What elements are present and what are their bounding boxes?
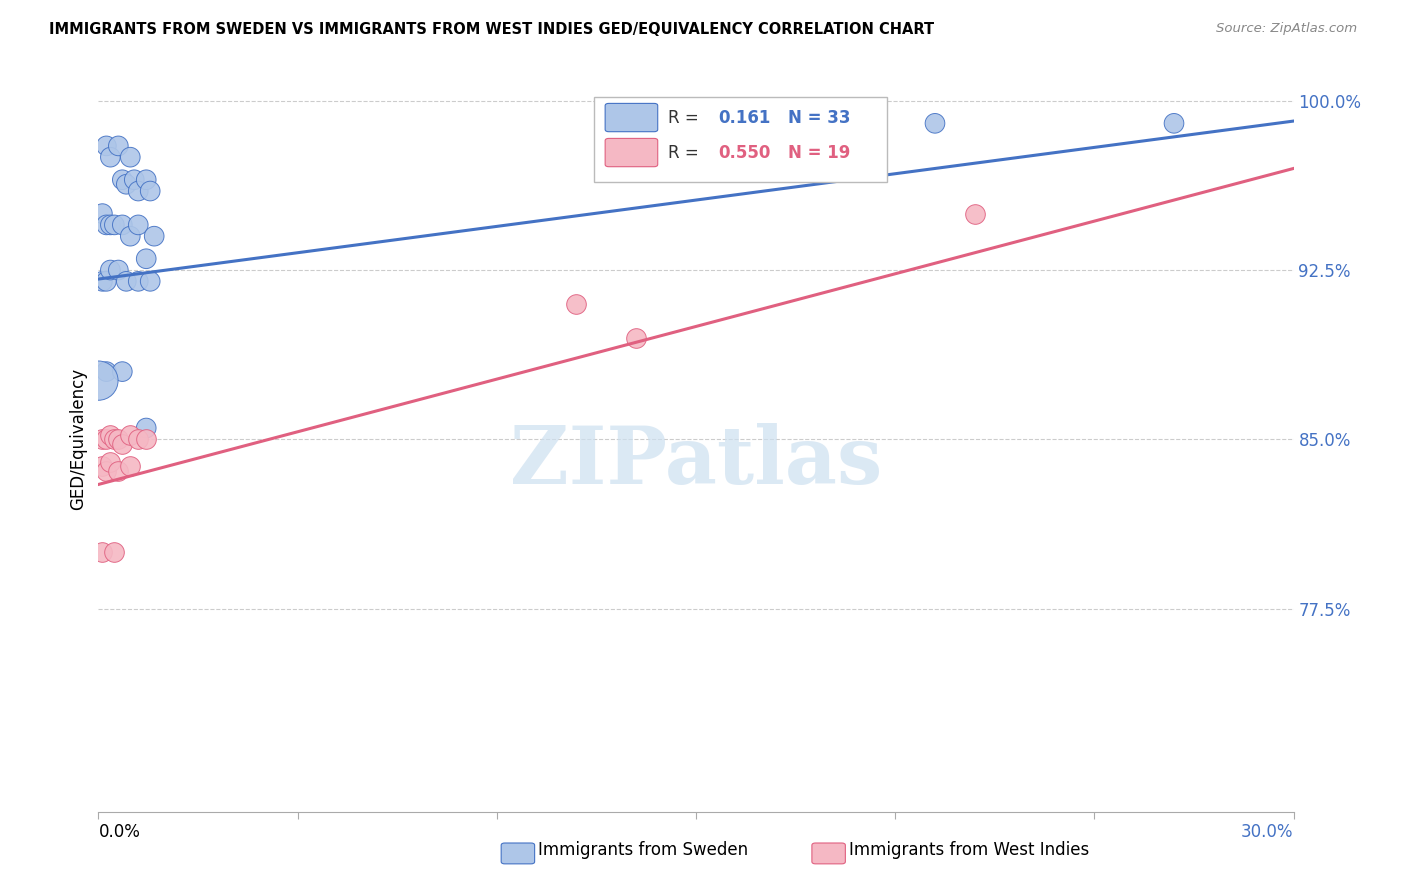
Point: [103, 218, 125, 232]
Point: [98, 455, 122, 469]
Point: [98, 150, 122, 164]
Point: [111, 173, 134, 187]
Text: 30.0%: 30.0%: [1241, 823, 1294, 841]
Text: N = 33: N = 33: [787, 109, 851, 127]
Point: [1163, 116, 1185, 130]
Point: [135, 252, 157, 266]
Text: 0.0%: 0.0%: [98, 823, 141, 841]
Point: [565, 297, 588, 311]
Point: [127, 432, 149, 446]
Point: [107, 432, 129, 446]
Point: [124, 173, 146, 187]
Point: [96, 218, 118, 232]
Point: [111, 365, 134, 379]
Point: [107, 464, 129, 478]
Point: [96, 365, 118, 379]
Point: [115, 178, 138, 192]
Text: R =: R =: [668, 109, 704, 127]
Point: [924, 116, 946, 130]
FancyBboxPatch shape: [595, 96, 887, 182]
Point: [135, 173, 157, 187]
Point: [98, 218, 122, 232]
Point: [139, 274, 162, 288]
Point: [127, 274, 149, 288]
FancyBboxPatch shape: [605, 138, 658, 167]
Point: [963, 206, 986, 220]
Text: R =: R =: [668, 144, 704, 161]
Text: Immigrants from West Indies: Immigrants from West Indies: [849, 841, 1090, 860]
Point: [91, 274, 114, 288]
Point: [107, 263, 129, 277]
FancyBboxPatch shape: [811, 843, 845, 863]
Point: [135, 421, 157, 435]
Text: N = 19: N = 19: [787, 144, 851, 161]
Point: [98, 263, 122, 277]
Point: [103, 432, 125, 446]
FancyBboxPatch shape: [605, 103, 658, 132]
Point: [111, 218, 134, 232]
Point: [626, 331, 648, 345]
Point: [91, 545, 114, 559]
Point: [96, 274, 118, 288]
Text: ZIPatlas: ZIPatlas: [510, 423, 882, 500]
Point: [120, 427, 142, 442]
Text: IMMIGRANTS FROM SWEDEN VS IMMIGRANTS FROM WEST INDIES GED/EQUIVALENCY CORRELATIO: IMMIGRANTS FROM SWEDEN VS IMMIGRANTS FRO…: [49, 22, 935, 37]
Point: [120, 150, 142, 164]
Point: [96, 139, 118, 153]
Point: [91, 459, 114, 474]
Point: [139, 184, 162, 198]
Text: Immigrants from Sweden: Immigrants from Sweden: [538, 841, 748, 860]
Point: [98, 427, 122, 442]
Point: [127, 218, 149, 232]
Point: [91, 432, 114, 446]
Point: [87, 374, 110, 388]
Text: 0.550: 0.550: [718, 144, 770, 161]
Point: [135, 432, 157, 446]
Point: [96, 464, 118, 478]
Point: [645, 128, 668, 142]
Point: [115, 274, 138, 288]
Point: [107, 139, 129, 153]
Point: [120, 229, 142, 244]
Point: [127, 184, 149, 198]
Point: [111, 437, 134, 451]
Point: [91, 206, 114, 220]
Point: [143, 229, 166, 244]
Y-axis label: GED/Equivalency: GED/Equivalency: [69, 368, 87, 510]
Text: Source: ZipAtlas.com: Source: ZipAtlas.com: [1216, 22, 1357, 36]
Point: [96, 432, 118, 446]
Point: [120, 459, 142, 474]
Text: 0.161: 0.161: [718, 109, 770, 127]
FancyBboxPatch shape: [501, 843, 534, 863]
Point: [103, 545, 125, 559]
